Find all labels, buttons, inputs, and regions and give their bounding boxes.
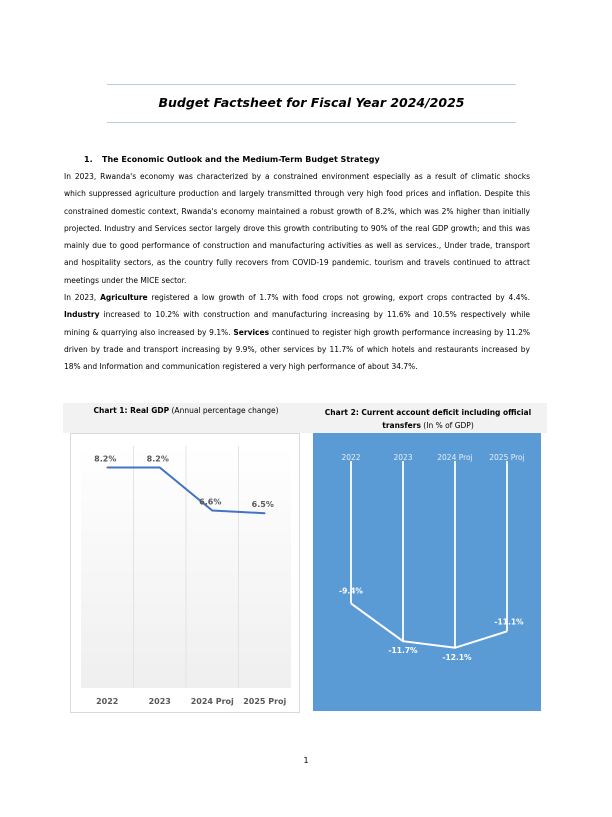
chart1-header-bold: Chart 1: Real GDP (93, 406, 170, 415)
chart2-category-label: 2023 (393, 453, 412, 462)
p2-industry-label: Industry (64, 310, 100, 320)
p2-lead: In 2023, (64, 293, 101, 303)
title-rule-bottom (107, 122, 516, 123)
chart1-data-point (211, 509, 214, 512)
chart2-data-label: -9.4% (339, 586, 363, 595)
chart1-data-label: 8.2% (147, 455, 169, 464)
p2-industry-text: increased to 10.2% with construction and… (64, 310, 530, 337)
chart1-series-line (107, 466, 265, 515)
chart1-header: Chart 1: Real GDP (Annual percentage cha… (63, 403, 309, 433)
chart2-data-label: -12.1% (442, 653, 472, 662)
chart1-category-label: 2025 Proj (243, 697, 286, 706)
section-number: 1. (84, 155, 93, 164)
p2-services-label: Services (233, 327, 270, 337)
body-text: In 2023, Rwanda's economy was characteri… (64, 168, 530, 376)
chart1: 8.2% 2022 8.2% 2023 6.6% 2024 Proj 6.5% 2025 Pr… (70, 433, 300, 713)
chart2: 2022 2023 2024 Proj 2025 Proj -9.4% -11.7% -12… (313, 433, 541, 711)
section-heading-text: The Economic Outlook and the Medium-Term… (102, 155, 380, 164)
chart2-header: Chart 2: Current account deficit includi… (309, 403, 547, 433)
chart2-category-label: 2025 Proj (489, 453, 524, 462)
chart1-data-label: 6.5% (252, 500, 274, 509)
chart1-data-point (263, 512, 266, 515)
section-heading: 1. The Economic Outlook and the Medium-Te… (84, 155, 380, 164)
page-number: 1 (303, 756, 309, 765)
chart2-category-label: 2022 (341, 453, 360, 462)
page-title: Budget Factsheet for Fiscal Year 2024/20… (158, 95, 465, 110)
chart2-header-normal: (In % of GDP) (420, 421, 474, 430)
chart2-data-label: -11.7% (388, 646, 418, 655)
chart1-data-label: 6.6% (199, 498, 221, 507)
chart2-category-label: 2024 Proj (437, 453, 472, 462)
chart1-category-label: 2023 (149, 697, 171, 706)
paragraph-2: In 2023, Agriculture registered a low gr… (64, 289, 530, 375)
chart2-series-line (350, 602, 508, 649)
chart2-data-label: -11.1% (494, 617, 524, 626)
chart1-data-label: 8.2% (94, 455, 116, 464)
p2-agri-label: Agriculture (100, 293, 148, 303)
chart1-data-point (158, 466, 161, 469)
p2-services-text: continued to register high growth perfor… (64, 327, 530, 372)
chart1-header-normal: (Annual percentage change) (169, 406, 279, 415)
chart2-svg: 2022 2023 2024 Proj 2025 Proj -9.4% -11.7% -12… (339, 453, 525, 662)
title-rule-top (107, 84, 516, 85)
chart1-svg: 8.2% 2022 8.2% 2023 6.6% 2024 Proj 6.5% 2025 Pr… (81, 446, 291, 706)
chart2-header-bold: Chart 2: Current account deficit includi… (324, 408, 532, 430)
paragraph-1: In 2023, Rwanda's economy was characteri… (64, 172, 530, 285)
chart1-category-label: 2024 Proj (191, 697, 234, 706)
chart1-category-label: 2022 (96, 697, 118, 706)
p2-agri-text: registered a low growth of 1.7% with foo… (147, 293, 530, 303)
chart1-data-point (106, 466, 109, 469)
